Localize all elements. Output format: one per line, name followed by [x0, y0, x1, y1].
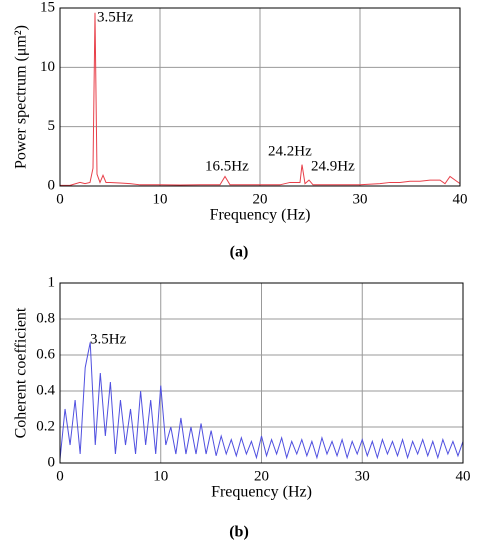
line — [60, 12, 461, 186]
y-tick-label: 0.8 — [36, 310, 55, 326]
y-tick-label: 5 — [48, 118, 56, 134]
plot-frame — [59, 282, 464, 464]
x-tick-label: 10 — [153, 468, 168, 484]
annotation: 3.5Hz — [90, 331, 127, 347]
x-tick-label: 0 — [56, 191, 64, 207]
y-tick-label: 1 — [48, 274, 56, 290]
y-axis-label: Power spectrum (μm²) — [13, 25, 30, 169]
y-tick-label: 0.4 — [36, 382, 55, 398]
y-tick-label: 0.2 — [36, 418, 55, 434]
line — [59, 342, 464, 460]
y-tick-label: 0 — [48, 454, 56, 470]
x-tick-label: 40 — [456, 468, 471, 484]
caption: (a) — [230, 244, 249, 261]
y-tick-label: 0.6 — [36, 346, 55, 362]
y-tick-label: 15 — [40, 0, 55, 15]
annotation: 3.5Hz — [97, 9, 134, 25]
x-tick-label: 0 — [56, 468, 64, 484]
x-tick-label: 40 — [453, 191, 468, 207]
y-tick-label: 0 — [48, 177, 56, 193]
x-tick-label: 20 — [253, 191, 268, 207]
y-tick-label: 10 — [40, 59, 55, 75]
x-tick-label: 30 — [355, 468, 370, 484]
x-tick-label: 30 — [353, 191, 368, 207]
x-axis-label: Frequency (Hz) — [210, 207, 311, 224]
annotation: 24.9Hz — [311, 158, 355, 174]
annotation: 16.5Hz — [205, 158, 249, 174]
x-tick-label: 20 — [254, 468, 269, 484]
y-axis-label: Coherent coefficient — [13, 307, 30, 438]
caption: (b) — [229, 524, 249, 541]
annotation: 24.2Hz — [268, 143, 312, 159]
x-tick-label: 10 — [153, 191, 168, 207]
x-axis-label: Frequency (Hz) — [211, 484, 312, 501]
plot-frame — [59, 7, 461, 187]
